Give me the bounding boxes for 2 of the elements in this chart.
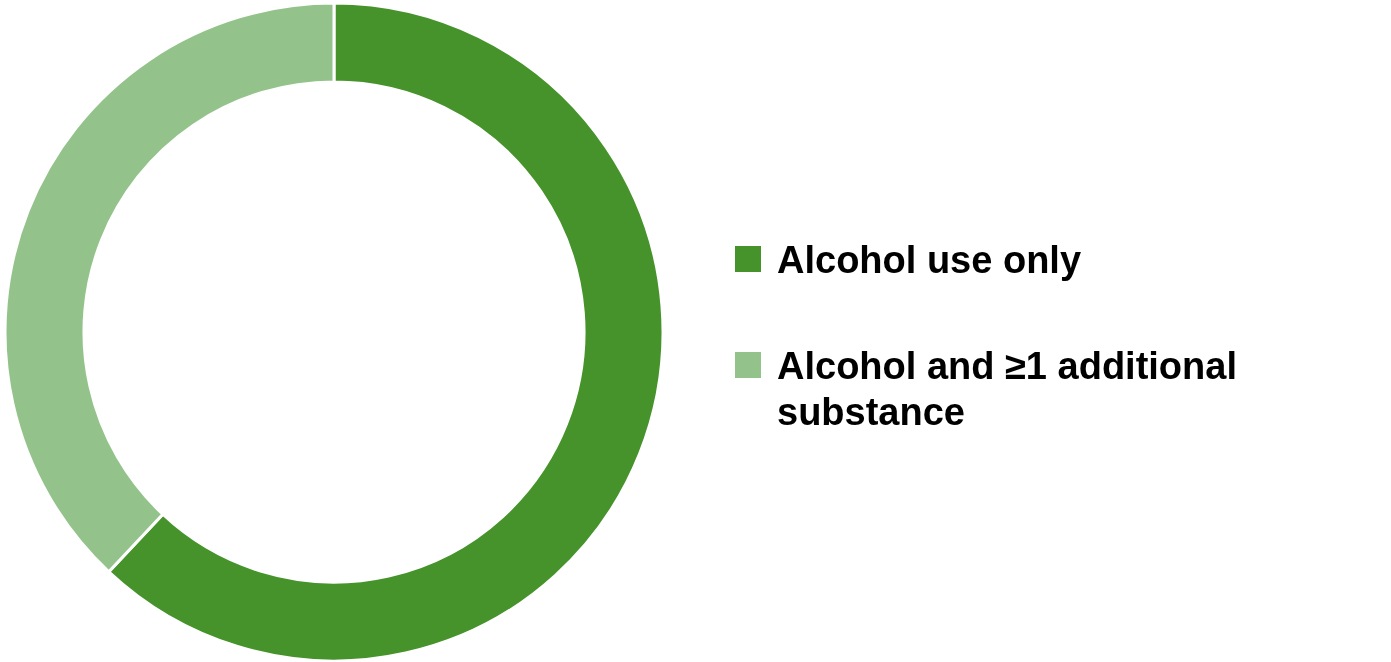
legend-label: Alcohol and ≥1 additional substance [777,345,1237,433]
legend-label: Alcohol use only [777,239,1082,281]
